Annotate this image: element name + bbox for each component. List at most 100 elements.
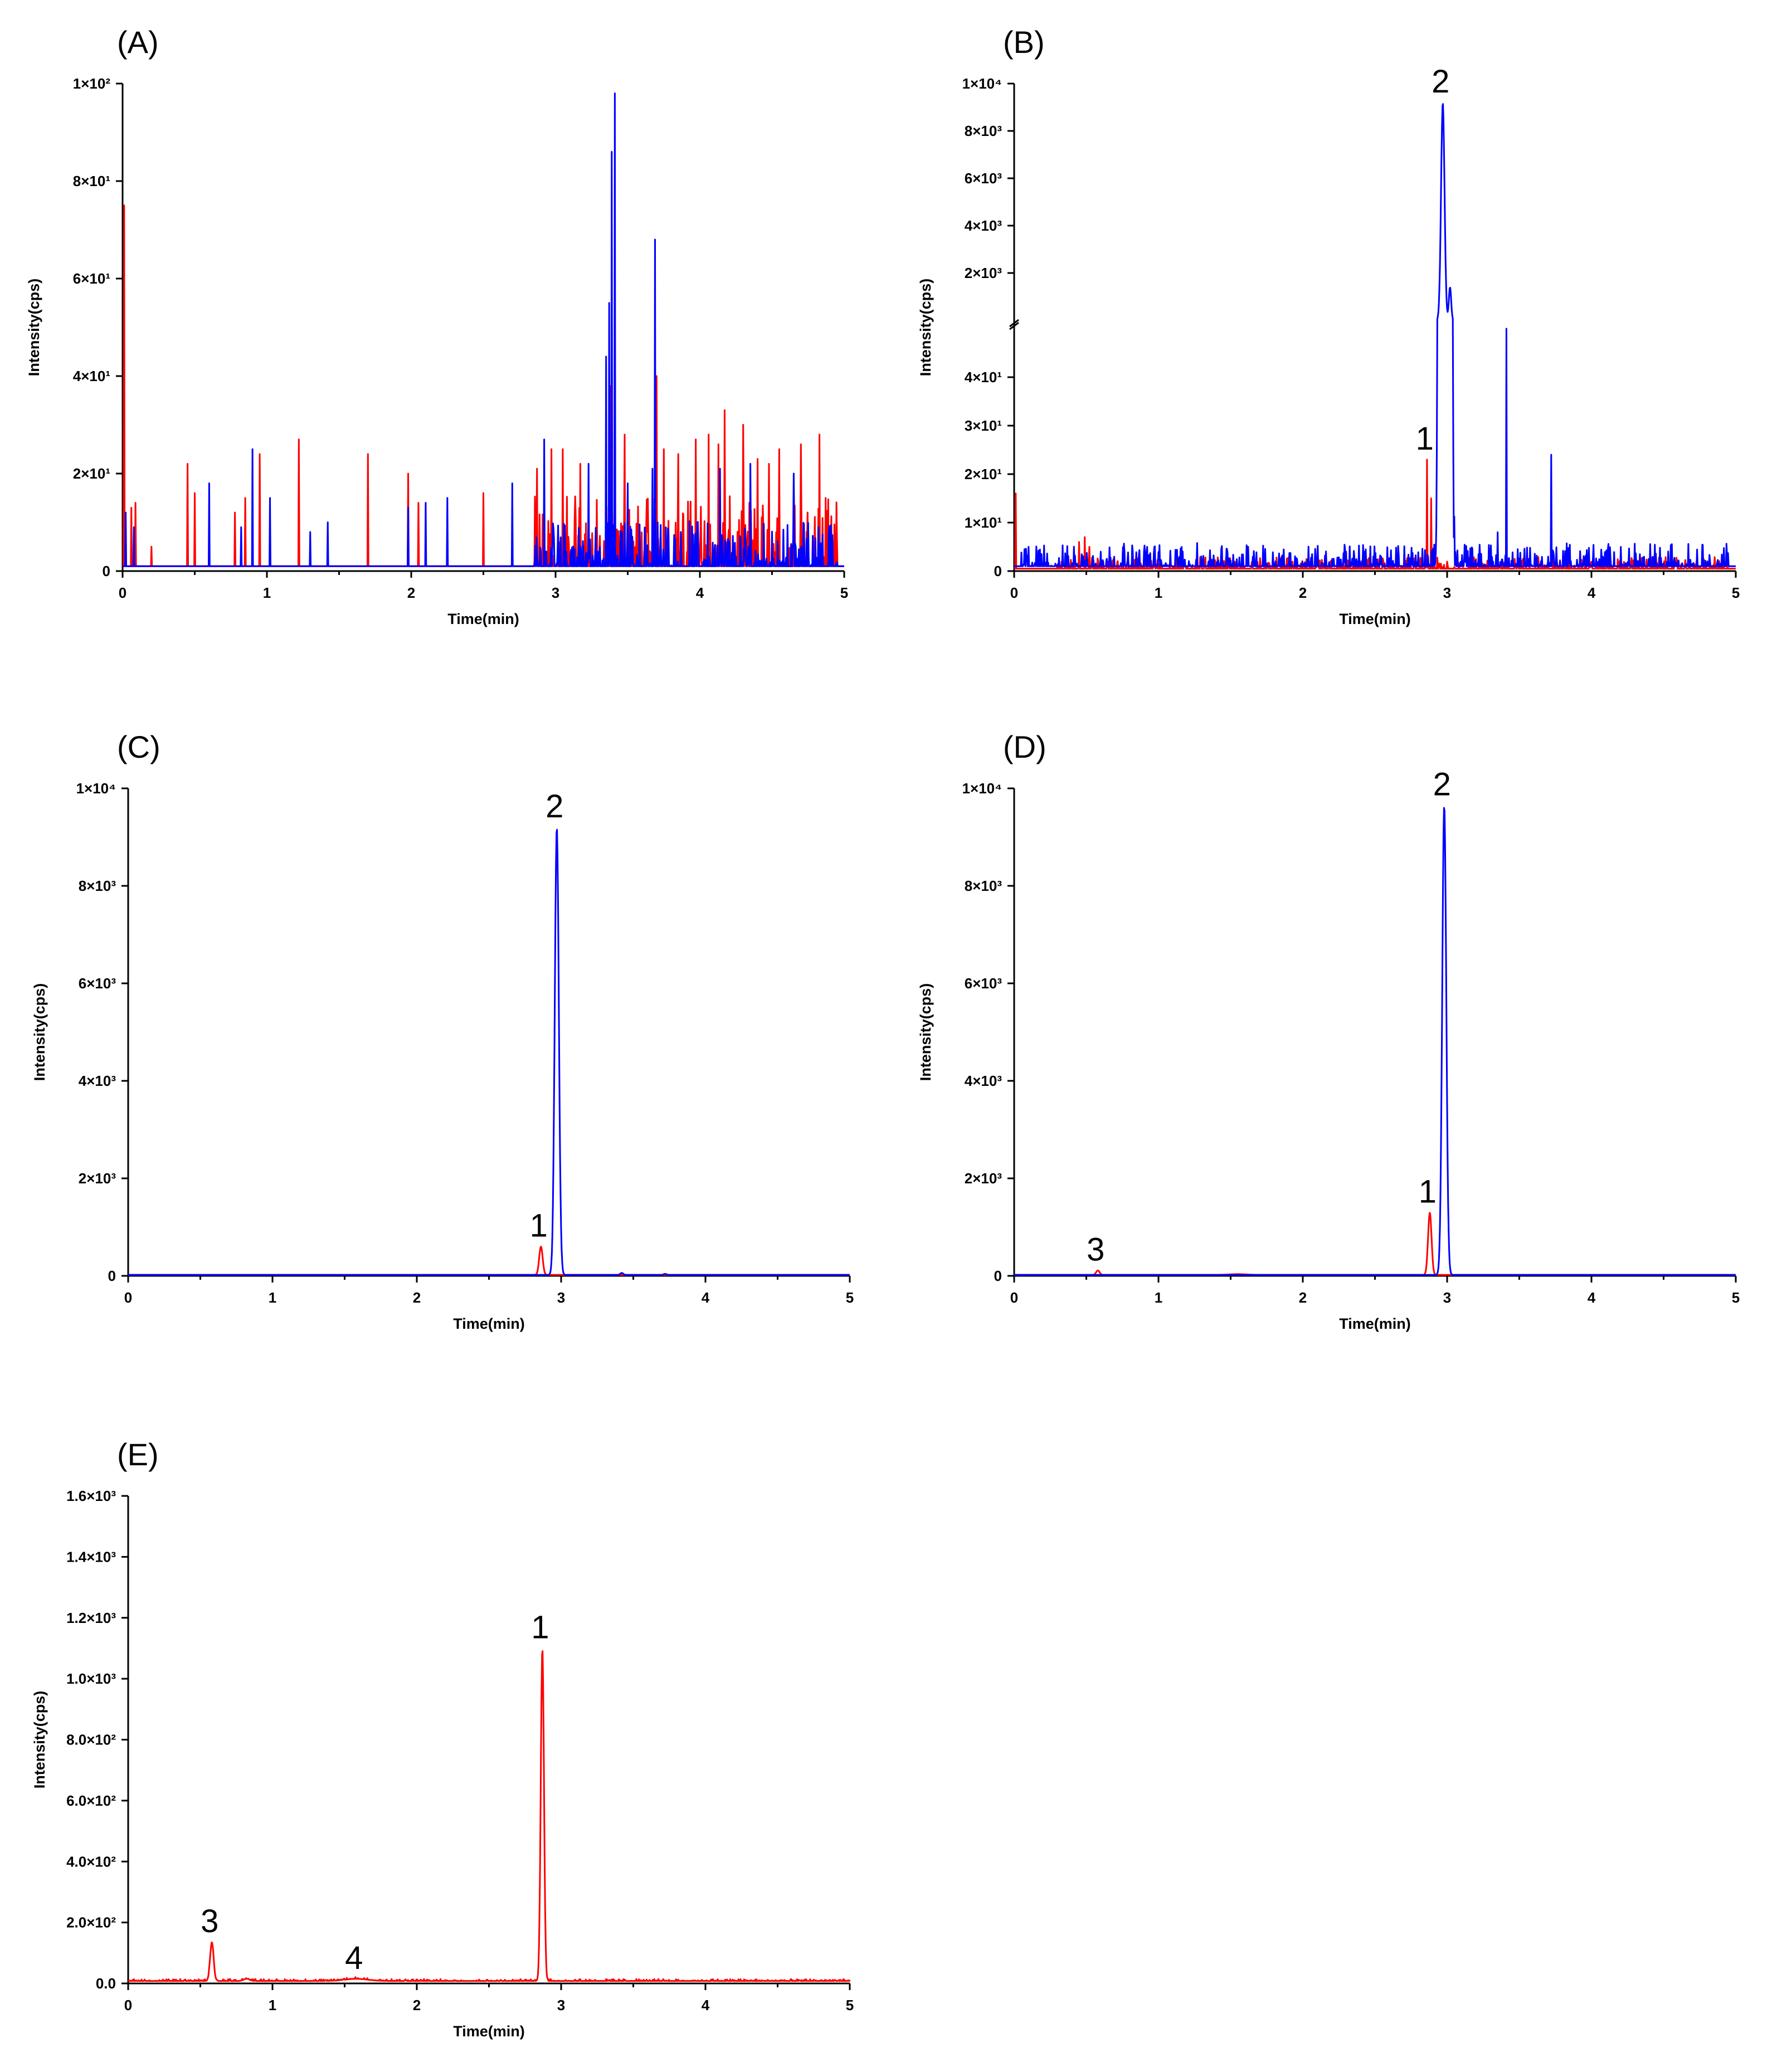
y-tick-label: 6×10³ bbox=[965, 975, 1002, 992]
x-tick-label: 5 bbox=[1732, 1289, 1740, 1306]
y-tick-label: 0 bbox=[108, 1267, 116, 1284]
y-tick-label: 6×10³ bbox=[79, 975, 116, 992]
panel-label: (A) bbox=[117, 25, 159, 60]
panel-d: (D) 0 1 2 3 4 5 0 2×10³ 4×10³ 6×10³ 8×10³ 1×10⁴ Time(… bbox=[917, 729, 1740, 1332]
x-tick-label: 1 bbox=[269, 1289, 276, 1306]
x-tick-label: 4 bbox=[702, 1997, 710, 2014]
x-tick-label: 3 bbox=[557, 1289, 565, 1306]
x-tick-label: 4 bbox=[702, 1289, 710, 1306]
x-axis-title: Time(min) bbox=[447, 611, 519, 627]
x-tick-label: 4 bbox=[696, 584, 704, 601]
x-axis-title: Time(min) bbox=[453, 1315, 525, 1332]
y-tick-label: 1×10⁴ bbox=[76, 780, 116, 797]
y-tick-label: 0 bbox=[103, 563, 110, 579]
y-axis-title: Intensity(cps) bbox=[26, 279, 42, 377]
x-tick-label: 2 bbox=[1299, 1289, 1307, 1306]
y-tick-label: 2×10¹ bbox=[965, 466, 1002, 482]
x-tick-label: 5 bbox=[846, 1289, 854, 1306]
peak-label-3: 3 bbox=[1087, 1231, 1104, 1267]
series-line-red bbox=[122, 204, 845, 567]
x-tick-label: 2 bbox=[413, 1289, 421, 1306]
x-tick-label: 5 bbox=[840, 584, 848, 601]
y-axis-title: Intensity(cps) bbox=[31, 1691, 48, 1789]
y-tick-label: 1×10¹ bbox=[965, 514, 1002, 531]
y-tick-label: 3×10¹ bbox=[965, 417, 1002, 434]
x-tick-label: 2 bbox=[407, 584, 415, 601]
x-tick-label: 2 bbox=[413, 1997, 421, 2014]
peak-label-4: 4 bbox=[345, 1940, 363, 1976]
y-tick-label: 6×10¹ bbox=[73, 270, 110, 287]
y-tick-label: 4×10³ bbox=[965, 1072, 1002, 1089]
y-tick-label: 8×10¹ bbox=[73, 173, 110, 189]
peak-label-1: 1 bbox=[1419, 1173, 1437, 1210]
y-axis-title: Intensity(cps) bbox=[917, 279, 934, 377]
panel-c: (C) 0 1 2 3 4 5 0 2×10³ 4×10³ 6×10³ 8×10³ 1×10⁴ Time(… bbox=[31, 729, 854, 1332]
y-tick-label: 1.4×10³ bbox=[66, 1548, 116, 1565]
y-tick-label: 4.0×10² bbox=[66, 1853, 116, 1870]
panel-label: (D) bbox=[1003, 729, 1046, 764]
x-tick-label: 1 bbox=[1155, 584, 1162, 601]
x-axis-title: Time(min) bbox=[1339, 611, 1411, 627]
peak-label-1: 1 bbox=[531, 1609, 549, 1645]
peak-label-1: 1 bbox=[530, 1208, 548, 1244]
y-tick-label: 4×10¹ bbox=[965, 369, 1002, 386]
y-tick-label: 6×10³ bbox=[965, 170, 1002, 187]
y-tick-label: 2×10¹ bbox=[73, 465, 110, 482]
y-tick-label: 1×10⁴ bbox=[962, 75, 1002, 92]
y-tick-label: 4×10¹ bbox=[73, 368, 110, 384]
y-tick-label: 1.2×10³ bbox=[66, 1610, 116, 1626]
x-tick-label: 1 bbox=[1155, 1289, 1162, 1306]
peak-label-2: 2 bbox=[546, 788, 563, 825]
axis-break-marker bbox=[1009, 319, 1019, 330]
y-axis-title: Intensity(cps) bbox=[31, 983, 48, 1081]
y-tick-label: 1.6×10³ bbox=[66, 1488, 116, 1504]
panel-label: (B) bbox=[1003, 25, 1045, 60]
series-line-red bbox=[1014, 1212, 1736, 1276]
y-tick-label: 8×10³ bbox=[965, 123, 1002, 139]
x-tick-label: 0 bbox=[1010, 584, 1018, 601]
panel-b: (B) 0 1 2 3 4 5 0 1×10¹ 2×10¹ 3×10¹ 4×10¹ 2×10³ 4×10³… bbox=[917, 25, 1740, 627]
x-tick-label: 0 bbox=[124, 1289, 132, 1306]
x-tick-label: 3 bbox=[552, 584, 559, 601]
y-tick-label: 1×10² bbox=[73, 75, 111, 92]
x-tick-label: 5 bbox=[1732, 584, 1740, 601]
panel-label: (C) bbox=[117, 729, 160, 764]
y-tick-label: 6.0×10² bbox=[66, 1792, 116, 1809]
panel-label: (E) bbox=[117, 1437, 159, 1472]
y-tick-label: 1×10⁴ bbox=[962, 780, 1002, 797]
peak-label-2: 2 bbox=[1432, 64, 1449, 100]
panel-e: (E) 0 1 2 3 4 5 0.0 2.0×10² 4.0×10² 6.0×10² 8.0×10²… bbox=[31, 1437, 854, 2040]
y-tick-label: 2×10³ bbox=[965, 265, 1002, 281]
y-tick-label: 8×10³ bbox=[965, 877, 1002, 894]
x-tick-label: 3 bbox=[1443, 1289, 1451, 1306]
x-tick-label: 0 bbox=[1010, 1289, 1018, 1306]
series-line-red bbox=[128, 1650, 851, 1982]
x-tick-label: 4 bbox=[1588, 584, 1596, 601]
panel-a: (A) 0 1 2 3 4 5 0 2×10¹ 4×10¹ 6×10¹ 8×10¹ 1×10² Time(… bbox=[26, 25, 848, 627]
y-tick-label: 2×10³ bbox=[965, 1170, 1002, 1187]
x-tick-label: 3 bbox=[557, 1997, 565, 2014]
x-tick-label: 4 bbox=[1588, 1289, 1596, 1306]
series-line-blue bbox=[1014, 103, 1736, 567]
x-tick-label: 1 bbox=[269, 1997, 276, 2014]
y-tick-label: 2.0×10² bbox=[66, 1914, 116, 1931]
x-tick-label: 1 bbox=[263, 584, 271, 601]
series-line-blue bbox=[1014, 807, 1736, 1276]
x-tick-label: 2 bbox=[1299, 584, 1307, 601]
x-tick-label: 0 bbox=[119, 584, 126, 601]
peak-label-2: 2 bbox=[1433, 767, 1451, 803]
y-tick-label: 0 bbox=[994, 1267, 1002, 1284]
y-tick-label: 4×10³ bbox=[965, 217, 1002, 234]
x-tick-label: 5 bbox=[846, 1997, 854, 2014]
y-tick-label: 8.0×10² bbox=[66, 1732, 116, 1748]
y-tick-label: 8×10³ bbox=[79, 877, 116, 894]
y-axis-title: Intensity(cps) bbox=[917, 983, 934, 1081]
y-tick-label: 1.0×10³ bbox=[66, 1670, 116, 1687]
y-tick-label: 0.0 bbox=[96, 1975, 116, 1992]
x-axis-title: Time(min) bbox=[453, 2023, 525, 2040]
x-tick-label: 3 bbox=[1443, 584, 1451, 601]
y-tick-label: 0 bbox=[994, 563, 1002, 579]
x-axis-title: Time(min) bbox=[1339, 1315, 1411, 1332]
series-line-red bbox=[128, 1246, 850, 1276]
